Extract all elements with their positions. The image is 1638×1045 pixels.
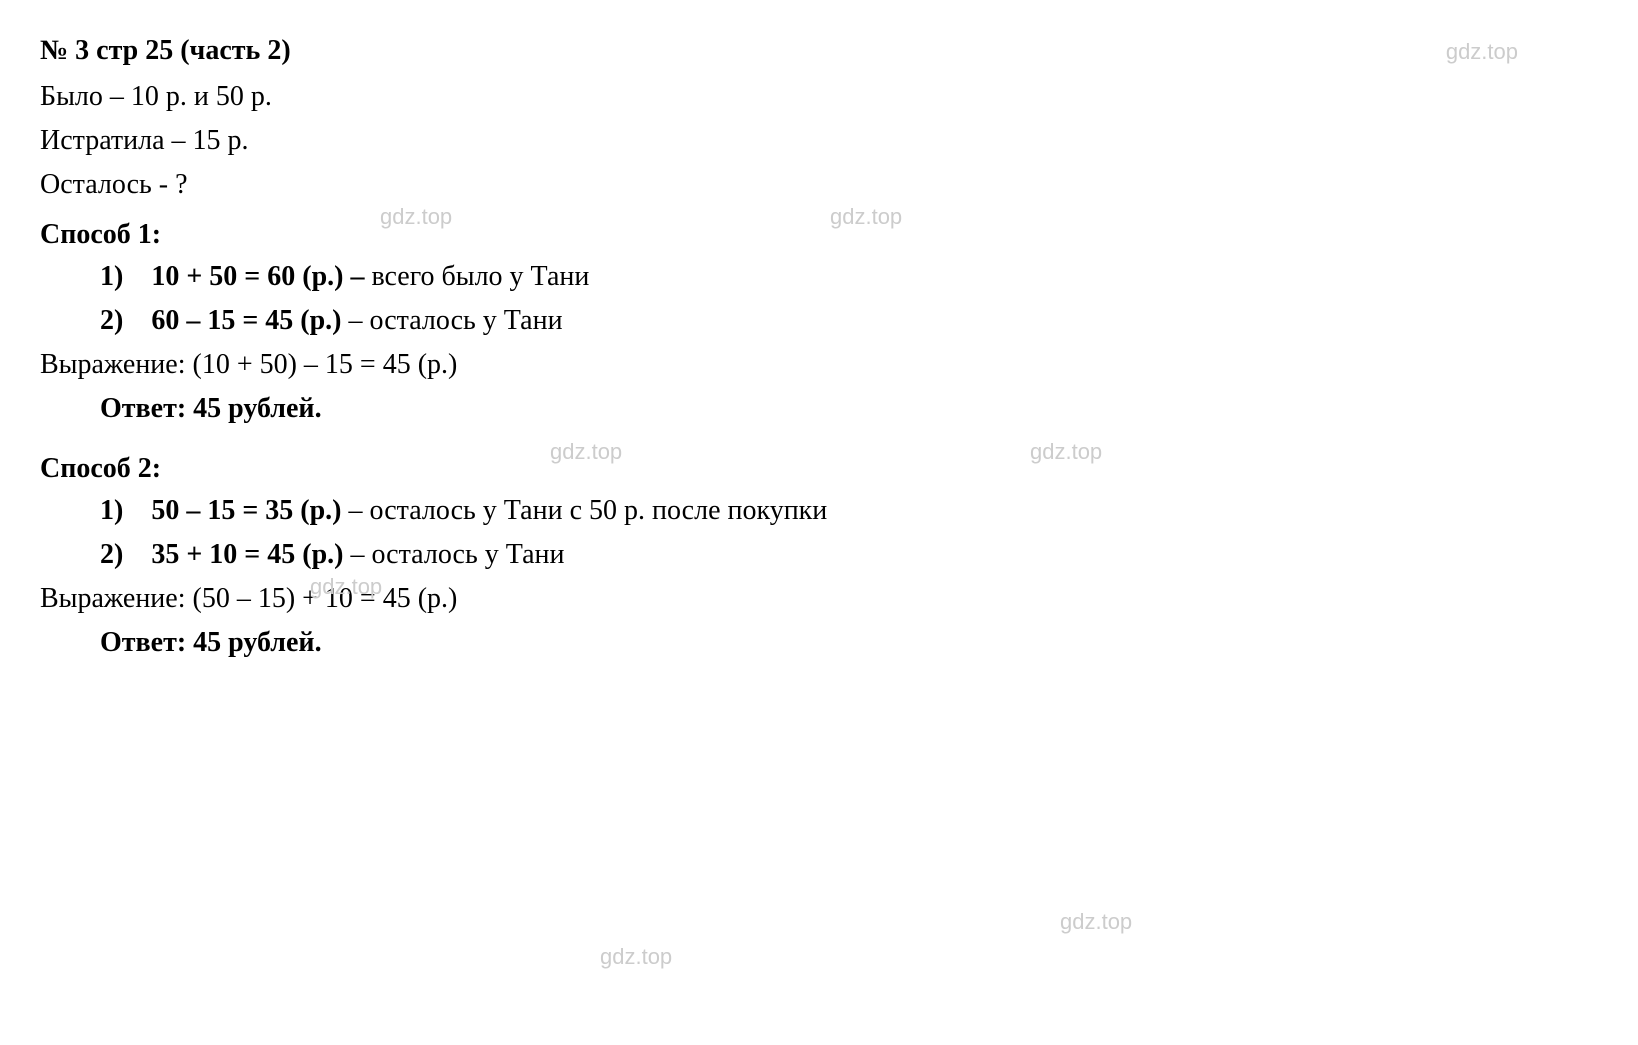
step-equation: 10 + 50 = 60 (р.) – [151,261,364,292]
watermark-text: gdz.top [600,940,672,973]
step-equation: 50 – 15 = 35 (р.) [151,495,341,526]
given-line-3: Осталось - ? [40,164,1598,206]
given-line-1: Было – 10 р. и 50 р. [40,76,1598,118]
watermark-text: gdz.top [1060,905,1132,938]
step-equation: 35 + 10 = 45 (р.) [151,539,343,570]
method1-steps: 1) 10 + 50 = 60 (р.) – всего было у Тани… [40,256,1598,342]
method1-step2: 2) 60 – 15 = 45 (р.) – осталось у Тани [100,300,1598,342]
step-equation: 60 – 15 = 45 (р.) [151,305,341,336]
method1-answer: Ответ: 45 рублей. [40,388,1598,430]
method2-steps: 1) 50 – 15 = 35 (р.) – осталось у Тани с… [40,490,1598,576]
method2-answer: Ответ: 45 рублей. [40,622,1598,664]
step-description: всего было у Тани [371,261,589,292]
problem-header: № 3 стр 25 (часть 2) [40,30,1598,72]
step-number: 2) [100,305,123,336]
step-description: – осталось у Тани [350,539,564,570]
step-number: 1) [100,495,123,526]
method2-step1: 1) 50 – 15 = 35 (р.) – осталось у Тани с… [100,490,1598,532]
step-description: – осталось у Тани с 50 р. после покупки [349,495,828,526]
method2-step2: 2) 35 + 10 = 45 (р.) – осталось у Тани [100,534,1598,576]
step-number: 1) [100,261,123,292]
given-line-2: Истратила – 15 р. [40,120,1598,162]
method2-expression: Выражение: (50 – 15) + 10 = 45 (р.) [40,578,1598,620]
step-number: 2) [100,539,123,570]
method1-title: Способ 1: [40,214,1598,256]
method1-step1: 1) 10 + 50 = 60 (р.) – всего было у Тани [100,256,1598,298]
step-description: – осталось у Тани [349,305,563,336]
method1-expression: Выражение: (10 + 50) – 15 = 45 (р.) [40,344,1598,386]
method2-title: Способ 2: [40,448,1598,490]
